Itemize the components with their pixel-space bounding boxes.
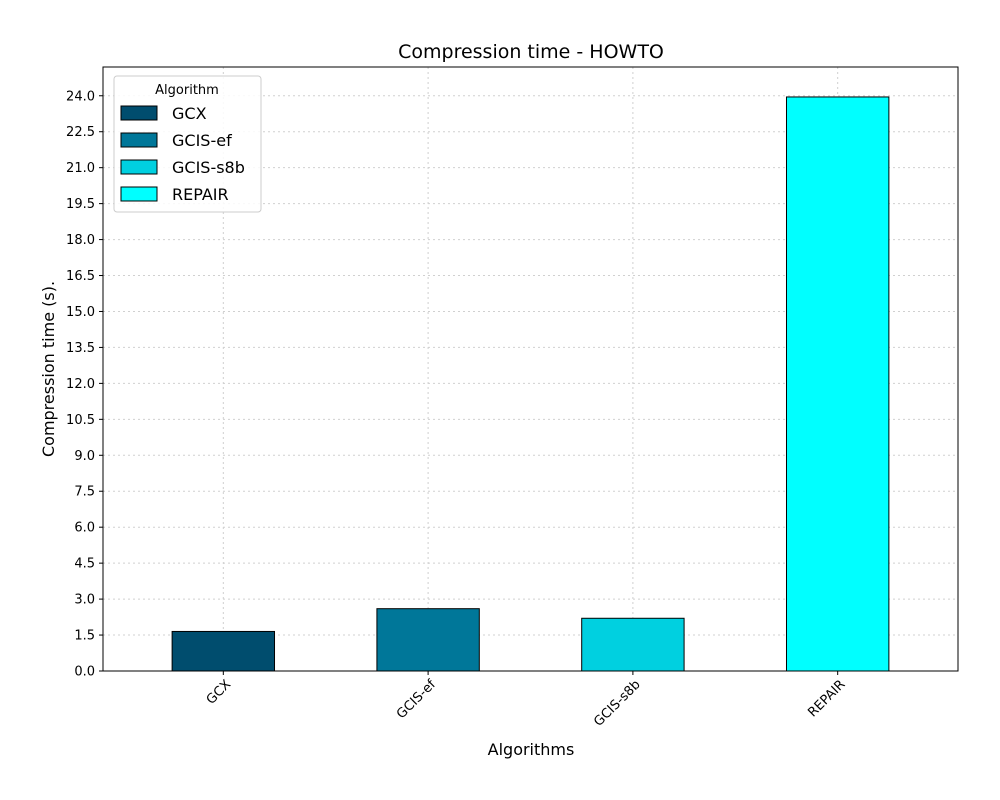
legend: Algorithm GCX GCIS-ef GCIS-s8b REPAIR xyxy=(113,75,262,213)
y-tick-label: 7.5 xyxy=(74,485,95,500)
x-tick-label: GCIS-s8b xyxy=(591,677,643,729)
legend-label: GCIS-s8b xyxy=(172,158,245,177)
y-tick-label: 21.0 xyxy=(66,161,95,176)
y-tick-label: 9.0 xyxy=(74,449,95,464)
y-tick-label: 10.5 xyxy=(66,413,95,428)
y-tick-label: 1.5 xyxy=(74,629,95,644)
y-tick-label: 19.5 xyxy=(66,197,95,212)
legend-swatch xyxy=(120,186,158,202)
x-axis-ticks: GCX GCIS-ef GCIS-s8b REPAIR xyxy=(204,671,849,730)
y-tick-label: 22.5 xyxy=(66,125,95,140)
bar-gcis-s8b xyxy=(581,617,685,672)
y-tick-label: 3.0 xyxy=(74,593,95,608)
x-tick-label: GCX xyxy=(204,677,235,708)
x-axis-title: Algorithms xyxy=(488,740,575,759)
plot-frame xyxy=(102,66,959,672)
y-tick-label: 4.5 xyxy=(74,557,95,572)
y-tick-label: 0.0 xyxy=(74,665,95,680)
legend-swatch xyxy=(120,159,158,175)
y-tick-label: 16.5 xyxy=(66,269,95,284)
bars xyxy=(171,96,890,672)
legend-swatch xyxy=(120,105,158,121)
legend-label: GCIS-ef xyxy=(172,131,232,150)
x-tick-label: REPAIR xyxy=(805,677,848,720)
y-tick-label: 12.0 xyxy=(66,377,95,392)
legend-title: Algorithm xyxy=(155,83,219,98)
chart-title: Compression time - HOWTO xyxy=(398,41,664,63)
y-axis-title: Compression time (s). xyxy=(39,281,58,457)
y-tick-label: 13.5 xyxy=(66,341,95,356)
legend-swatch xyxy=(120,132,158,148)
legend-label: REPAIR xyxy=(172,185,229,204)
bar-gcx xyxy=(171,630,276,672)
legend-label: GCX xyxy=(172,104,207,123)
y-axis-ticks: 0.0 1.5 3.0 4.5 6.0 7.5 9.0 10.5 12.0 13.5 15.0 16.… xyxy=(66,89,103,680)
legend-items: GCX GCIS-ef GCIS-s8b REPAIR xyxy=(120,104,245,204)
y-tick-label: 24.0 xyxy=(66,89,95,104)
x-tick-label: GCIS-ef xyxy=(394,677,439,722)
y-tick-label: 6.0 xyxy=(74,521,95,536)
y-tick-label: 15.0 xyxy=(66,305,95,320)
y-tick-label: 18.0 xyxy=(66,233,95,248)
bar-repair xyxy=(785,96,890,672)
bar-gcis-ef xyxy=(376,608,480,672)
